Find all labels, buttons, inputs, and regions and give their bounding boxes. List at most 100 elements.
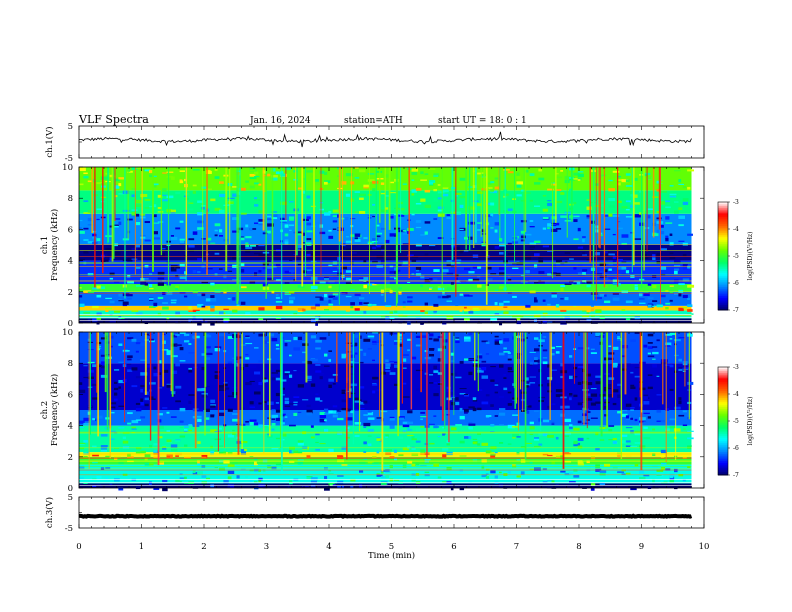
spectral-speckle bbox=[433, 175, 439, 177]
spectral-speckle bbox=[468, 278, 473, 282]
spectral-speckle bbox=[415, 187, 422, 191]
y-tick-label: 0 bbox=[68, 319, 73, 329]
colorbar-cell bbox=[718, 457, 728, 460]
spectral-speckle bbox=[149, 205, 154, 208]
spectral-speckle bbox=[367, 214, 375, 217]
spectral-speckle bbox=[534, 362, 538, 365]
spectral-speckle bbox=[240, 269, 245, 273]
spectral-speckle bbox=[149, 382, 156, 385]
spectral-speckle bbox=[490, 213, 494, 217]
spectral-speckle bbox=[639, 477, 646, 480]
spectral-speckle bbox=[83, 172, 88, 175]
spectral-speckle bbox=[459, 309, 463, 312]
x-tick-label: 8 bbox=[576, 542, 581, 552]
spectral-speckle bbox=[328, 210, 332, 214]
spectral-speckle bbox=[630, 190, 634, 194]
spectral-speckle bbox=[271, 372, 279, 374]
spectral-speckle bbox=[424, 279, 431, 283]
colorbar-label: log(PSD)(V²/Hz) bbox=[747, 397, 754, 446]
spectral-speckle bbox=[105, 467, 111, 470]
spectral-speckle bbox=[669, 290, 674, 294]
spectral-speckle bbox=[612, 214, 620, 217]
spectral-speckle bbox=[359, 279, 364, 281]
spectral-speckle bbox=[284, 340, 292, 342]
spectral-speckle bbox=[547, 364, 551, 368]
spectral-speckle bbox=[162, 349, 169, 351]
spectral-speckle bbox=[79, 442, 86, 445]
spectral-speckle bbox=[345, 408, 352, 412]
spectral-speckle bbox=[420, 310, 425, 313]
spectral-speckle bbox=[328, 420, 333, 423]
y-tick-label: -5 bbox=[65, 154, 73, 164]
spectral-speckle bbox=[459, 455, 467, 457]
spectral-speckle bbox=[577, 177, 582, 181]
spectral-speckle bbox=[656, 189, 661, 192]
spectral-speckle bbox=[240, 237, 245, 241]
spectral-speckle bbox=[376, 242, 384, 245]
spectral-speckle bbox=[332, 383, 336, 385]
spectral-speckle bbox=[118, 487, 124, 491]
spectral-speckle bbox=[179, 347, 184, 351]
spectral-speckle bbox=[293, 336, 298, 341]
spectral-speckle bbox=[87, 217, 93, 222]
spectral-speckle bbox=[394, 361, 398, 364]
spectral-speckle bbox=[92, 383, 97, 386]
spectral-speckle bbox=[621, 266, 627, 270]
spectral-speckle bbox=[310, 289, 316, 292]
spectral-speckle bbox=[219, 268, 223, 270]
spectral-speckle bbox=[499, 441, 504, 444]
colorbar-cell bbox=[718, 254, 728, 257]
spectral-speckle bbox=[315, 179, 319, 182]
spectral-speckle bbox=[100, 337, 108, 340]
spectral-speckle bbox=[135, 213, 140, 217]
spectral-speckle bbox=[542, 361, 548, 365]
spectral-speckle bbox=[350, 181, 355, 185]
spectral-speckle bbox=[166, 175, 174, 178]
spectral-speckle bbox=[293, 450, 299, 454]
spectral-speckle bbox=[345, 248, 352, 251]
colorbar-cell bbox=[718, 279, 728, 282]
spectral-speckle bbox=[175, 321, 181, 324]
spectral-speckle bbox=[153, 455, 161, 459]
spectral-speckle bbox=[380, 209, 388, 213]
spectral-speckle bbox=[385, 449, 392, 452]
spectral-speckle bbox=[240, 187, 246, 191]
spectral-speckle bbox=[197, 481, 202, 483]
spectral-speckle bbox=[96, 294, 102, 298]
colorbar-cell bbox=[718, 277, 728, 280]
spectral-speckle bbox=[170, 299, 177, 302]
spectral-speckle bbox=[271, 408, 276, 411]
spectral-speckle bbox=[345, 426, 350, 430]
spectral-speckle bbox=[639, 174, 646, 176]
spectral-speckle bbox=[617, 221, 621, 223]
colorbar-cell bbox=[718, 417, 728, 420]
spectral-speckle bbox=[319, 376, 323, 380]
spectral-speckle bbox=[586, 284, 591, 288]
spectral-speckle bbox=[538, 479, 544, 482]
spectral-speckle bbox=[109, 277, 114, 280]
spectral-speckle bbox=[516, 422, 520, 426]
spectral-speckle bbox=[135, 267, 141, 269]
spectral-speckle bbox=[153, 366, 157, 370]
spectral-speckle bbox=[529, 220, 534, 222]
spectral-speckle bbox=[289, 269, 295, 273]
spectral-speckle bbox=[595, 252, 600, 256]
spectral-speckle bbox=[529, 361, 534, 365]
spectral-speckle bbox=[450, 282, 454, 285]
spectral-speckle bbox=[315, 303, 320, 307]
colorbar-cell bbox=[718, 297, 728, 300]
colorbar-cell bbox=[718, 238, 728, 241]
spectral-speckle bbox=[140, 376, 145, 379]
spectral-speckle bbox=[437, 435, 441, 438]
spectral-speckle bbox=[372, 343, 378, 345]
spectral-speckle bbox=[529, 242, 537, 245]
spectral-speckle bbox=[687, 437, 694, 440]
spectral-speckle bbox=[192, 231, 198, 235]
spectral-speckle bbox=[223, 320, 230, 324]
spectral-speckle bbox=[398, 343, 404, 347]
spectral-speckle bbox=[634, 433, 642, 436]
spectral-speckle bbox=[573, 282, 577, 285]
spectral-speckle bbox=[127, 170, 133, 173]
spectral-speckle bbox=[424, 357, 432, 360]
spectral-speckle bbox=[302, 431, 307, 435]
